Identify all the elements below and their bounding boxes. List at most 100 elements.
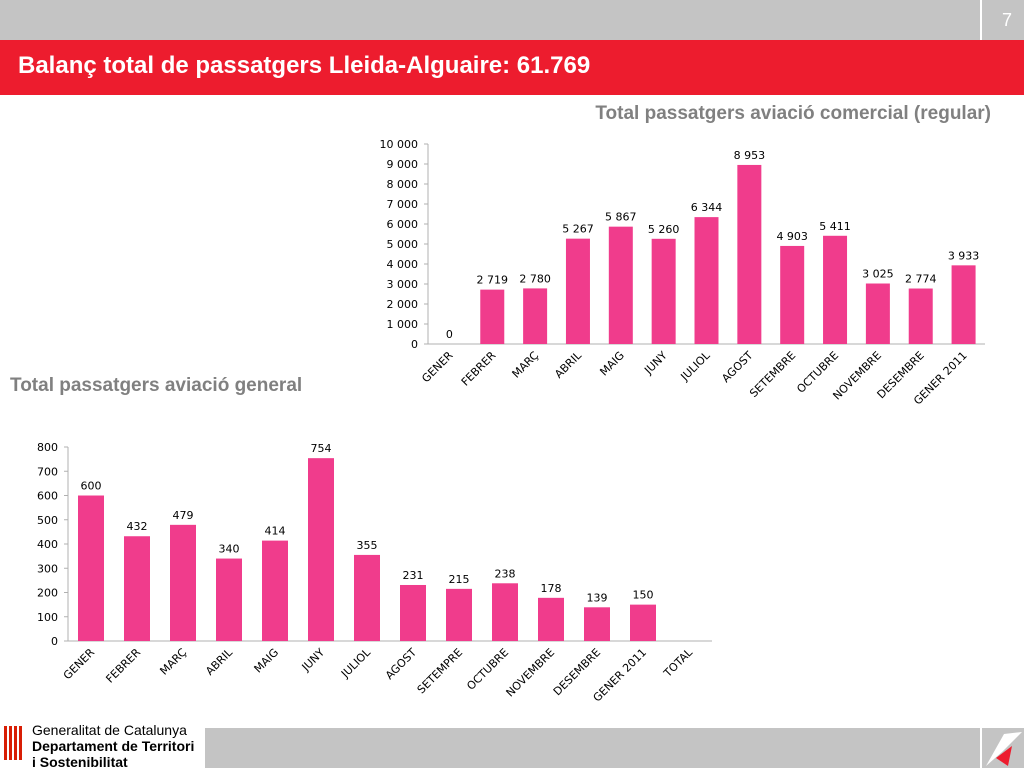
commercial-bar [737, 164, 762, 344]
commercial-chart-title: Total passatgers aviació comercial (regu… [595, 103, 991, 124]
general-y-tick-label: 100 [37, 611, 58, 624]
commercial-data-label: 5 411 [819, 220, 851, 233]
general-data-label: 139 [587, 591, 608, 604]
general-x-tick-label: TOTAL [661, 645, 696, 680]
general-data-label: 355 [357, 539, 378, 552]
page-number-box: 7 [980, 0, 1024, 40]
commercial-data-label: 5 267 [562, 223, 594, 236]
general-x-tick-label: JUNY [299, 646, 328, 675]
commercial-x-tick-label: GENER [419, 349, 456, 386]
senyera-icon [4, 726, 24, 760]
top-band [0, 0, 1024, 40]
commercial-y-tick-label: 2 000 [387, 298, 419, 311]
general-bar [492, 583, 518, 641]
commercial-data-label: 2 774 [905, 273, 937, 286]
logo-line-2: Departament de Territori [32, 738, 195, 754]
general-bar [354, 554, 380, 641]
general-x-tick-label: JULIOL [338, 645, 374, 681]
general-data-label: 150 [633, 589, 654, 602]
commercial-bar [565, 238, 590, 344]
commercial-y-tick-label: 5 000 [387, 238, 419, 251]
commercial-y-tick-label: 4 000 [387, 258, 419, 271]
general-data-label: 414 [265, 525, 286, 538]
general-bar [630, 604, 656, 641]
general-bar [308, 458, 334, 641]
general-data-label: 754 [311, 442, 332, 455]
general-x-tick-label: FEBRER [103, 646, 143, 686]
commercial-bar [823, 235, 848, 344]
general-bar [262, 540, 288, 641]
general-bar [400, 584, 426, 641]
commercial-x-tick-label: FEBRER [459, 349, 499, 389]
commercial-data-label: 6 344 [691, 201, 723, 214]
commercial-data-label: 3 933 [948, 249, 980, 262]
commercial-x-tick-label: AGOST [719, 349, 755, 385]
commercial-bar [694, 217, 719, 344]
general-bar [538, 597, 564, 641]
commercial-data-label: 5 867 [605, 211, 637, 224]
general-y-tick-label: 500 [37, 514, 58, 527]
logo-line-1: Generalitat de Catalunya [32, 722, 187, 738]
general-bar [584, 607, 610, 641]
commercial-x-tick-label: MARÇ [510, 349, 542, 381]
general-y-tick-label: 300 [37, 562, 58, 575]
commercial-bar [523, 288, 548, 344]
generalitat-logo: Generalitat de Catalunya Departament de … [0, 722, 205, 770]
commercial-bar [780, 245, 805, 344]
commercial-data-label: 2 719 [477, 274, 509, 287]
commercial-bar [908, 288, 933, 344]
general-y-tick-label: 800 [37, 441, 58, 454]
commercial-data-label: 2 780 [519, 272, 551, 285]
commercial-y-tick-label: 0 [411, 338, 418, 351]
commercial-bar [951, 265, 976, 344]
general-data-label: 600 [81, 480, 102, 493]
footer-corner [980, 728, 1024, 768]
commercial-data-label: 3 025 [862, 268, 894, 281]
commercial-x-tick-label: JUNY [641, 349, 670, 378]
commercial-y-tick-label: 10 000 [380, 138, 419, 151]
general-data-label: 238 [495, 567, 516, 580]
general-data-label: 340 [219, 543, 240, 556]
general-data-label: 178 [541, 582, 562, 595]
general-bar [446, 588, 472, 641]
general-x-tick-label: MARÇ [157, 646, 189, 678]
general-y-tick-label: 600 [37, 490, 58, 503]
commercial-data-label: 8 953 [734, 149, 766, 162]
commercial-bar [651, 238, 676, 344]
general-bar [124, 536, 150, 641]
general-data-label: 231 [403, 569, 424, 582]
general-data-label: 479 [173, 509, 194, 522]
commercial-data-label: 0 [446, 328, 453, 341]
general-y-tick-label: 200 [37, 587, 58, 600]
general-bar [78, 495, 104, 641]
page-number: 7 [1001, 10, 1012, 30]
general-chart-title: Total passatgers aviació general [10, 375, 303, 396]
general-data-label: 215 [449, 573, 470, 586]
general-y-tick-label: 700 [37, 465, 58, 478]
general-bar [170, 524, 196, 641]
general-x-tick-label: SETEMPRE [415, 646, 465, 696]
general-y-tick-label: 0 [51, 635, 58, 648]
commercial-bar [480, 289, 505, 344]
general-y-tick-label: 400 [37, 538, 58, 551]
general-x-tick-label: NOVEMBRE [504, 646, 558, 700]
commercial-x-tick-label: JULIOL [678, 348, 714, 384]
commercial-y-tick-label: 7 000 [387, 198, 419, 211]
commercial-x-tick-label: MAIG [597, 349, 627, 379]
commercial-data-label: 4 903 [776, 230, 808, 243]
commercial-bar [608, 226, 633, 344]
commercial-data-label: 5 260 [648, 223, 680, 236]
plane-icon [986, 732, 1022, 766]
footer-band [205, 728, 980, 768]
general-x-tick-label: GENER [61, 646, 98, 683]
commercial-y-tick-label: 8 000 [387, 178, 419, 191]
commercial-y-tick-label: 9 000 [387, 158, 419, 171]
general-bar [216, 558, 242, 641]
commercial-y-tick-label: 3 000 [387, 278, 419, 291]
general-x-tick-label: MAIG [252, 646, 282, 676]
commercial-x-tick-label: ABRIL [552, 348, 584, 380]
commercial-y-tick-label: 1 000 [387, 318, 419, 331]
general-x-tick-label: OCTUBRE [464, 646, 511, 693]
commercial-x-tick-label: SETEMBRE [747, 349, 798, 400]
